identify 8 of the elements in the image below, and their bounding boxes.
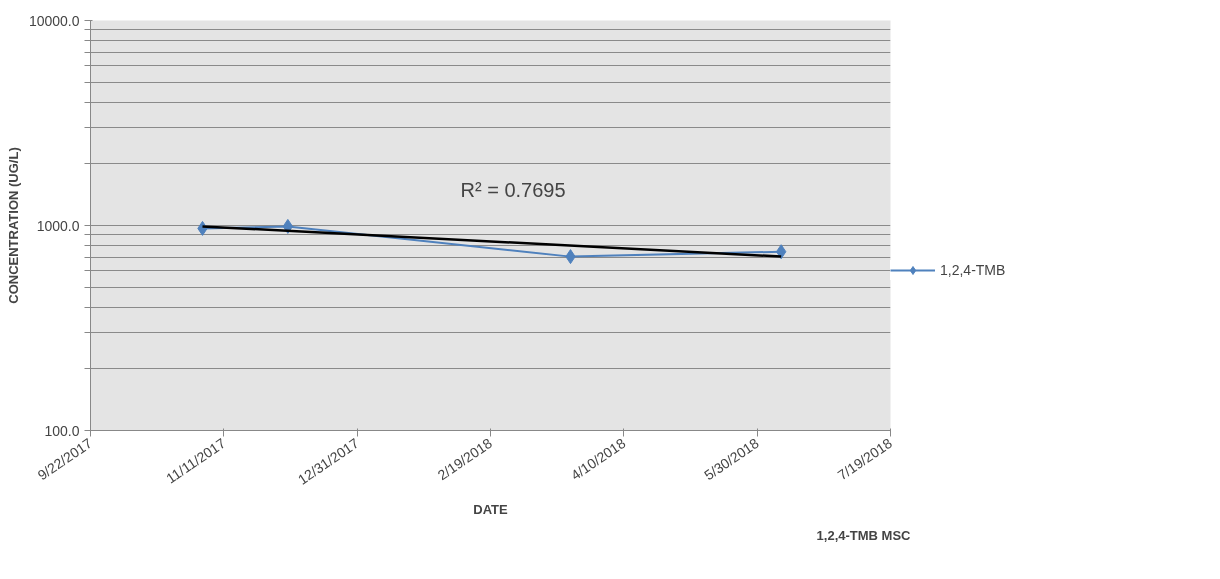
y-tick-label: 1000.0 — [36, 217, 80, 234]
y-tick-label: 100.0 — [44, 422, 80, 439]
y-tick-label: 10000.0 — [28, 12, 80, 29]
y-axis-title: CONCENTRATION (UG/L) — [5, 147, 21, 304]
legend-label: 1,2,4-TMB — [940, 262, 1006, 278]
text: 1,2,4-TMB MSC — [816, 527, 912, 543]
annotation: R² = 0.7695 — [460, 178, 566, 201]
x-axis-title: DATE — [473, 502, 509, 518]
